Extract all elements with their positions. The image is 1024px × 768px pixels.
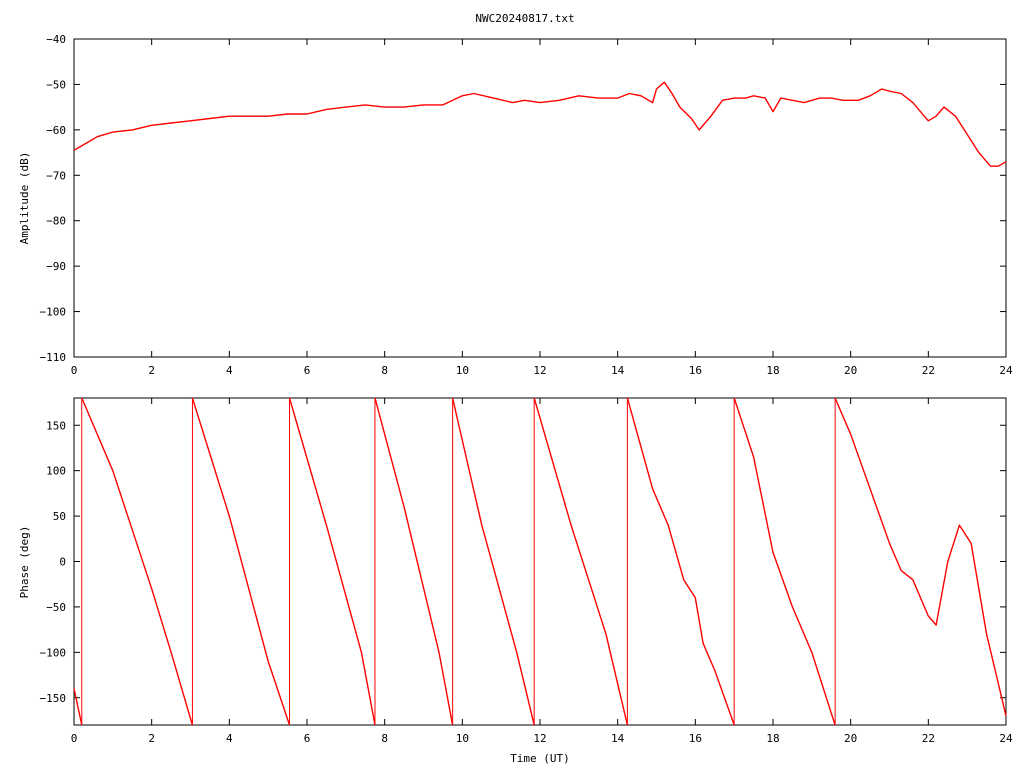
amplitude-y-tick-label: −70 bbox=[46, 169, 66, 182]
amplitude-y-tick-label: −40 bbox=[46, 33, 66, 46]
amplitude-x-tick-label: 6 bbox=[304, 364, 311, 377]
amplitude-y-axis-label: Amplitude (dB) bbox=[18, 152, 31, 245]
amplitude-x-tick-label: 12 bbox=[533, 364, 546, 377]
amplitude-series bbox=[73, 81, 1007, 167]
phase-x-tick-label: 24 bbox=[999, 732, 1013, 745]
amplitude-plot-frame bbox=[73, 38, 1007, 358]
phase-x-tick-label: 6 bbox=[304, 732, 311, 745]
phase-x-tick-label: 0 bbox=[71, 732, 78, 745]
phase-y-tick-label: 0 bbox=[59, 556, 66, 569]
phase-x-tick-label: 10 bbox=[456, 732, 469, 745]
amplitude-y-tick-label: −110 bbox=[40, 351, 67, 364]
amplitude-x-tick-label: 16 bbox=[689, 364, 702, 377]
phase-y-tick-label: −50 bbox=[46, 601, 66, 614]
amplitude-x-tick-label: 22 bbox=[922, 364, 935, 377]
phase-series-line bbox=[81, 397, 194, 726]
phase-plot-frame bbox=[73, 397, 1007, 726]
amplitude-y-tick-label: −90 bbox=[46, 260, 66, 273]
phase-y-tick-label: 150 bbox=[46, 419, 66, 432]
phase-y-tick-label: −150 bbox=[40, 692, 67, 705]
phase-y-tick-label: 50 bbox=[53, 510, 66, 523]
phase-series bbox=[73, 397, 1007, 726]
phase-x-tick-label: 18 bbox=[766, 732, 779, 745]
phase-y-tick-label: 100 bbox=[46, 465, 66, 478]
phase-series-line bbox=[191, 397, 291, 726]
phase-x-tick-label: 22 bbox=[922, 732, 935, 745]
phase-x-tick-label: 16 bbox=[689, 732, 702, 745]
phase-x-tick-label: 14 bbox=[611, 732, 625, 745]
amplitude-y-tick-label: −100 bbox=[40, 306, 67, 319]
amplitude-y-tick-label: −80 bbox=[46, 215, 66, 228]
amplitude-panel: 0 2 4 6 8 10 12 14 16 18 20 22 24−110−100−90−80−70−6… bbox=[18, 33, 1013, 377]
amplitude-y-tick-label: −60 bbox=[46, 124, 66, 137]
amplitude-y-tick-label: −50 bbox=[46, 78, 66, 91]
phase-y-tick-label: −100 bbox=[40, 646, 67, 659]
phase-x-axis-label: Time (UT) bbox=[510, 752, 570, 765]
phase-x-tick-label: 8 bbox=[381, 732, 388, 745]
phase-x-tick-label: 12 bbox=[533, 732, 546, 745]
amplitude-axis-ticks: 0 2 4 6 8 10 12 14 16 18 20 22 24−110−100−90−80−70−6… bbox=[40, 33, 1013, 377]
phase-series-line bbox=[626, 397, 735, 726]
phase-y-axis-label: Phase (deg) bbox=[18, 526, 31, 599]
phase-axis-ticks: 0 2 4 6 8 10 12 14 16 18 20 22 24−150−100−5005010015… bbox=[40, 398, 1013, 745]
phase-series-line bbox=[451, 397, 535, 726]
amplitude-x-tick-label: 18 bbox=[766, 364, 779, 377]
phase-x-tick-label: 20 bbox=[844, 732, 857, 745]
amplitude-x-tick-label: 8 bbox=[381, 364, 388, 377]
amplitude-series-line bbox=[73, 81, 1007, 167]
phase-series-line bbox=[288, 397, 376, 726]
amplitude-x-tick-label: 20 bbox=[844, 364, 857, 377]
amplitude-x-tick-label: 24 bbox=[999, 364, 1013, 377]
amplitude-x-tick-label: 2 bbox=[148, 364, 155, 377]
phase-series-line bbox=[374, 397, 454, 726]
amplitude-x-tick-label: 10 bbox=[456, 364, 469, 377]
phase-panel: 0 2 4 6 8 10 12 14 16 18 20 22 24−150−100−5005010015… bbox=[18, 397, 1013, 765]
amplitude-x-tick-label: 14 bbox=[611, 364, 625, 377]
amplitude-x-tick-label: 4 bbox=[226, 364, 233, 377]
phase-series-line bbox=[733, 397, 836, 726]
phase-series-line bbox=[533, 397, 629, 726]
phase-series-line bbox=[834, 397, 1007, 717]
amplitude-x-tick-label: 0 bbox=[71, 364, 78, 377]
phase-x-tick-label: 4 bbox=[226, 732, 233, 745]
phase-x-tick-label: 2 bbox=[148, 732, 155, 745]
phase-series-line bbox=[73, 688, 83, 726]
chart-title: NWC20240817.txt bbox=[475, 12, 574, 25]
